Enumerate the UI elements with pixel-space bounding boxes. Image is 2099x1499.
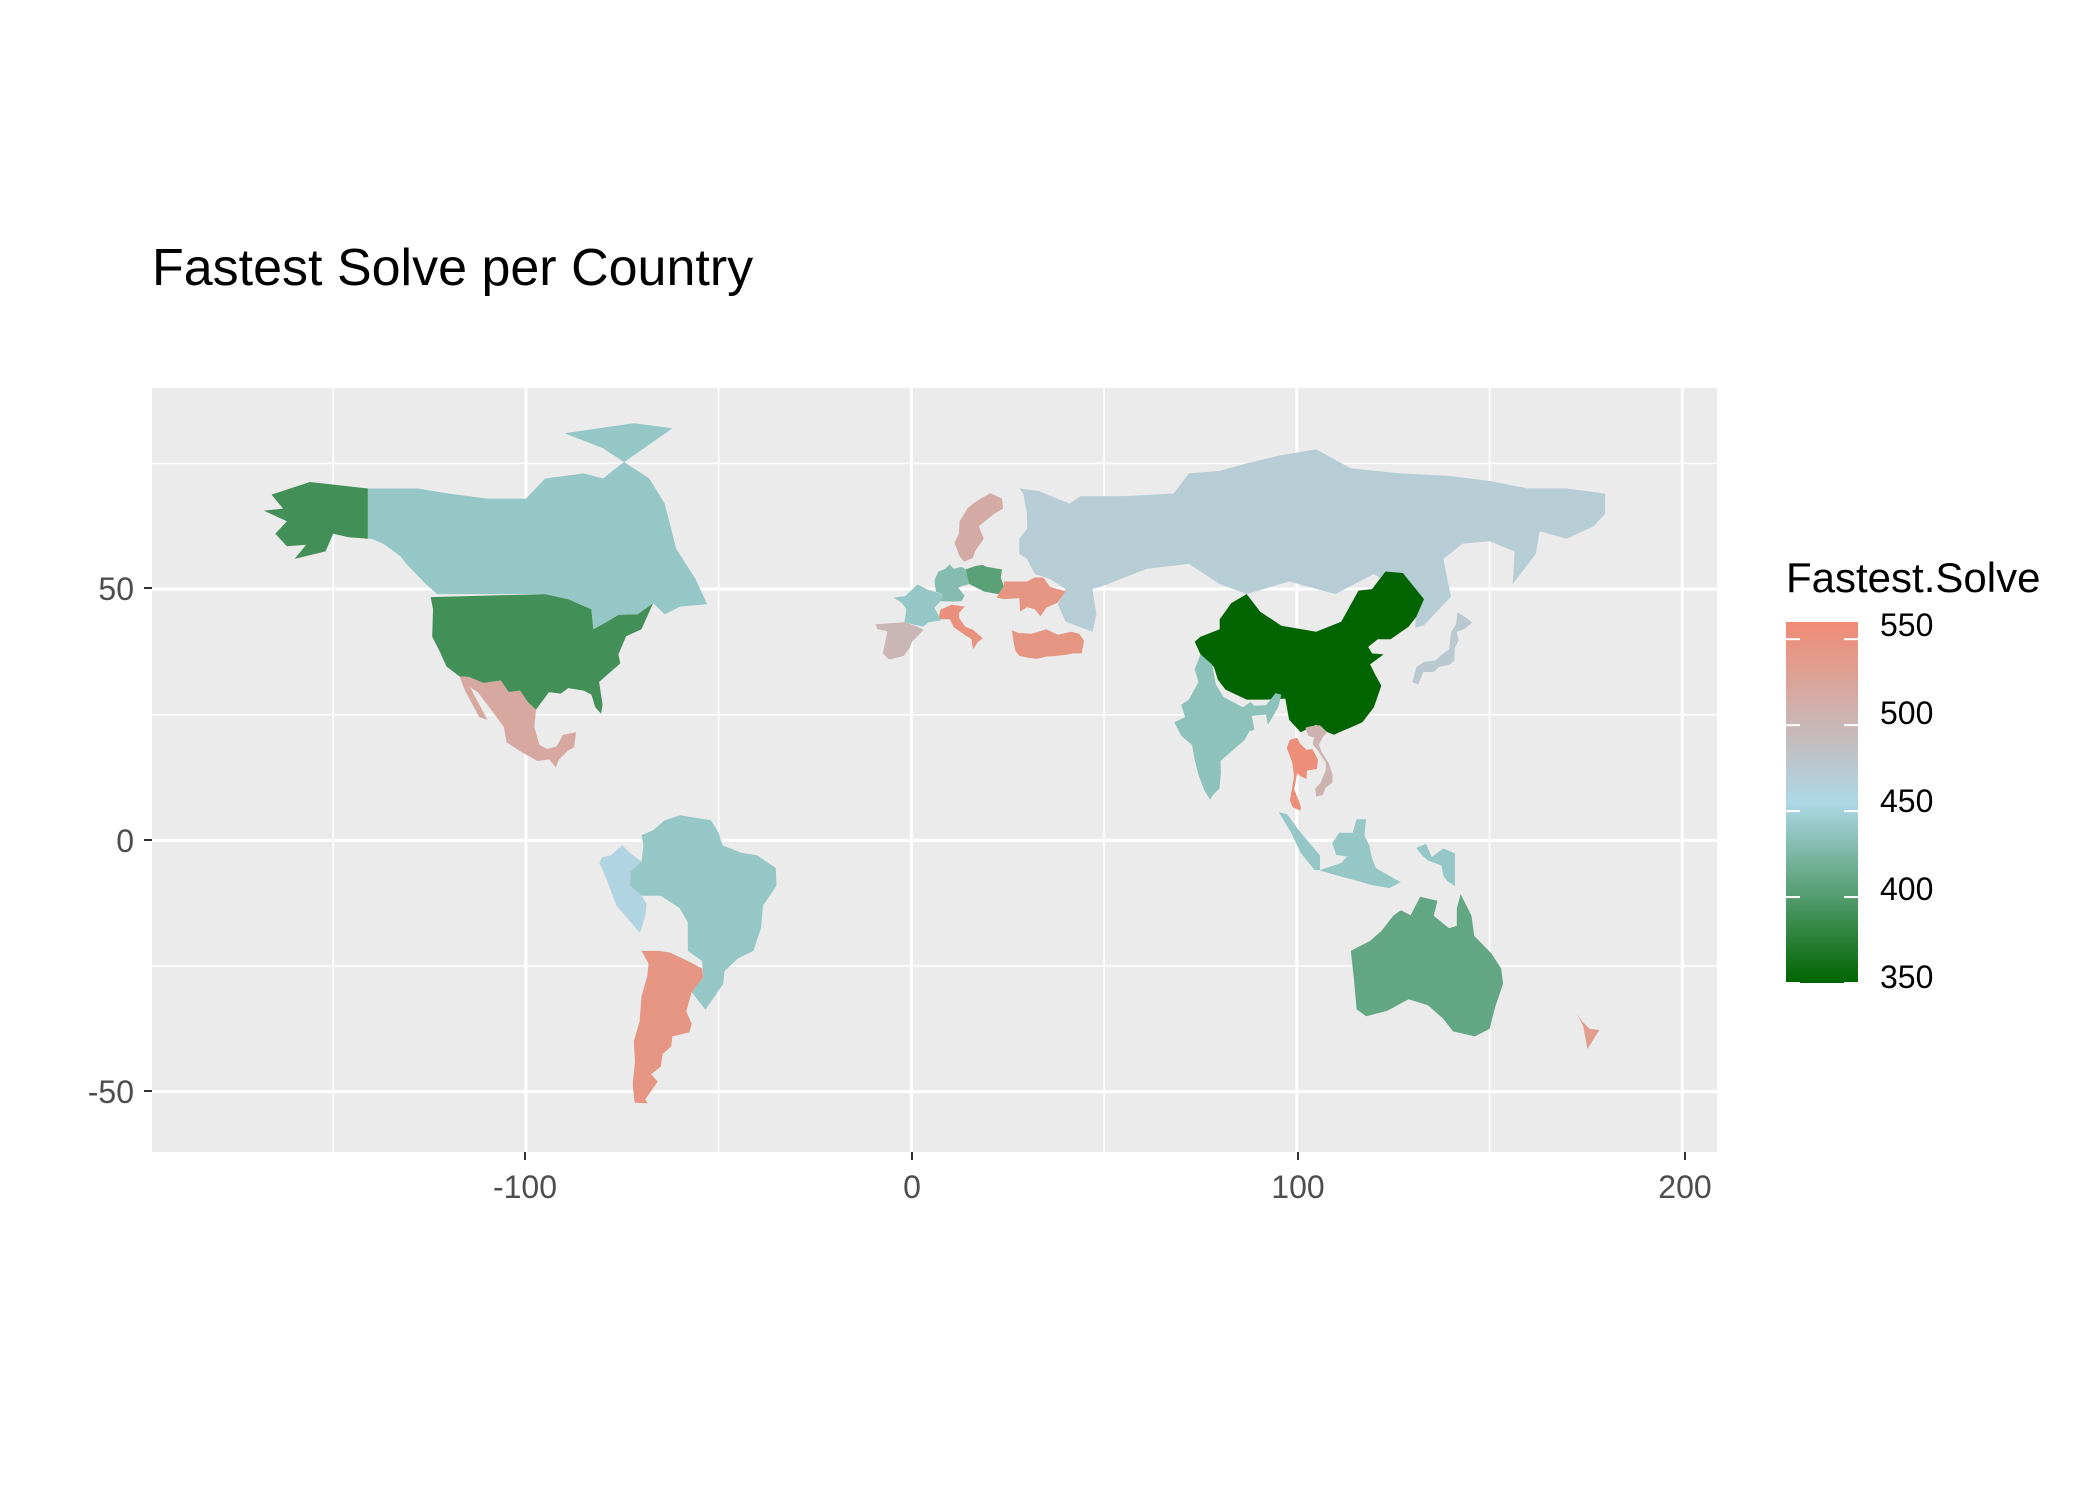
country-regions [263,423,1606,1104]
region-india [1174,654,1282,800]
region-united-states [430,594,654,714]
region-sweden [954,493,1004,562]
region-argentina [632,950,704,1104]
region-japan [1412,612,1473,685]
region-ukraine [996,577,1066,617]
x-tick-label: -100 [493,1169,557,1205]
region-peru [599,845,647,933]
color-legend: Fastest.Solve 550 500 450 400 350 [1786,554,2040,995]
region-thailand [1286,737,1318,811]
region-mexico [459,676,576,768]
region-france [893,584,943,627]
legend-title: Fastest.Solve [1786,554,2040,601]
chart-title: Fastest Solve per Country [152,239,753,297]
region-china [1194,571,1424,735]
legend-label: 400 [1880,871,1933,907]
region-russia [1019,449,1606,632]
x-tick-label: 200 [1658,1169,1711,1205]
legend-label: 350 [1880,959,1933,995]
region-alaska-united-states [263,482,368,559]
region-vietnam [1305,725,1333,797]
x-axis: -100 0 100 200 [493,1152,1712,1205]
region-turkey [1012,629,1085,659]
y-tick-label: 0 [116,823,134,859]
x-tick-label: 100 [1271,1169,1324,1205]
x-tick-label: 0 [903,1169,921,1205]
region-new-zealand [1577,1013,1600,1049]
region-italy [938,604,983,650]
y-tick-label: 50 [98,571,134,607]
region-australia [1350,894,1504,1037]
region-indonesia-papua [1416,843,1455,887]
y-tick-label: -50 [88,1074,134,1110]
region-spain [875,622,924,660]
legend-label: 500 [1880,695,1933,731]
region-brazil [630,815,777,1010]
region-germany [934,564,970,602]
region-canada [367,423,708,630]
legend-label: 450 [1880,783,1933,819]
y-axis: 50 0 -50 [88,571,152,1110]
legend-label: 550 [1880,607,1933,643]
region-indonesia [1278,812,1401,889]
region-poland [965,564,1004,595]
legend-colorbar [1786,622,1858,983]
